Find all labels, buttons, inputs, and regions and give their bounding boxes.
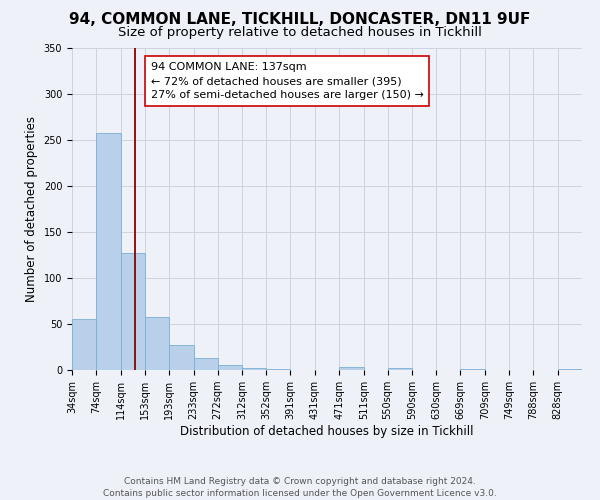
Bar <box>242 368 266 370</box>
Bar <box>339 367 364 370</box>
Bar <box>388 368 412 370</box>
X-axis label: Distribution of detached houses by size in Tickhill: Distribution of detached houses by size … <box>180 425 474 438</box>
Text: Contains HM Land Registry data © Crown copyright and database right 2024.
Contai: Contains HM Land Registry data © Crown c… <box>103 476 497 498</box>
Text: Size of property relative to detached houses in Tickhill: Size of property relative to detached ho… <box>118 26 482 39</box>
Bar <box>194 358 218 370</box>
Bar <box>72 320 97 370</box>
Bar <box>460 369 485 370</box>
Bar <box>169 345 194 370</box>
Bar <box>97 133 121 370</box>
Bar <box>121 253 145 370</box>
Bar <box>145 316 169 370</box>
Text: 94, COMMON LANE, TICKHILL, DONCASTER, DN11 9UF: 94, COMMON LANE, TICKHILL, DONCASTER, DN… <box>70 12 530 28</box>
Text: 94 COMMON LANE: 137sqm
← 72% of detached houses are smaller (395)
27% of semi-de: 94 COMMON LANE: 137sqm ← 72% of detached… <box>151 62 424 100</box>
Bar <box>557 369 582 370</box>
Y-axis label: Number of detached properties: Number of detached properties <box>25 116 38 302</box>
Bar <box>218 366 242 370</box>
Bar <box>266 369 290 370</box>
